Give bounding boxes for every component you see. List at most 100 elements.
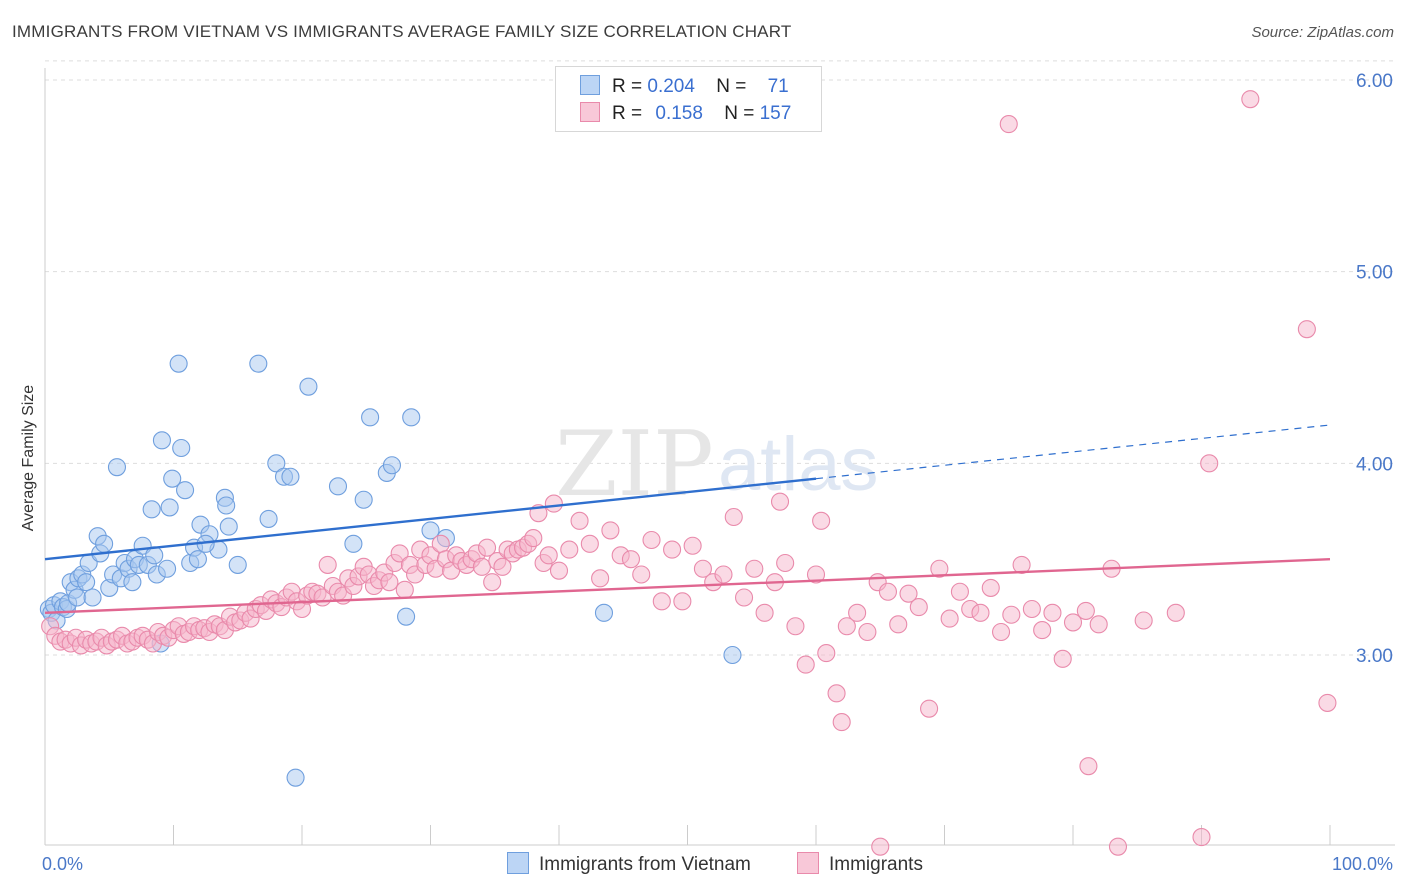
immigrants-point xyxy=(1200,454,1219,473)
vietnam-point xyxy=(107,458,127,477)
series-legend-vietnam: Immigrants from Vietnam xyxy=(507,852,751,876)
legend-row-vietnam: R = 0.204 N = 71 xyxy=(580,75,789,99)
immigrants-point xyxy=(878,582,898,601)
immigrants-point xyxy=(663,540,682,559)
immigrants-point xyxy=(812,511,831,530)
immigrants-point xyxy=(981,578,1000,597)
immigrants-point xyxy=(549,561,569,580)
y-axis-label: Average Family Size xyxy=(20,385,37,532)
vietnam-point xyxy=(328,477,348,496)
source-credit: Source: ZipAtlas.com xyxy=(1251,24,1394,41)
immigrants-point xyxy=(1002,605,1021,624)
immigrants-point xyxy=(601,521,620,540)
immigrants-point xyxy=(570,511,589,530)
vietnam-point xyxy=(172,438,191,458)
immigrants-point xyxy=(832,713,851,732)
immigrants-point xyxy=(940,609,959,628)
immigrants-point xyxy=(472,557,491,576)
vietnam-point xyxy=(267,454,286,473)
immigrants-point xyxy=(796,655,815,674)
stats-legend: R = 0.204 N = 71 R = 0.158 N = 157 xyxy=(555,66,822,132)
legend-row-immigrants: R = 0.158 N = 157 xyxy=(580,102,791,126)
immigrants-point xyxy=(693,559,712,578)
vietnam-point xyxy=(344,534,363,553)
vietnam-point xyxy=(83,588,102,607)
immigrants-point xyxy=(1318,693,1337,712)
immigrants-point xyxy=(632,565,651,584)
immigrants-point xyxy=(776,553,795,573)
vietnam-point xyxy=(421,521,440,540)
vietnam-point xyxy=(354,490,373,509)
vietnam-point xyxy=(723,645,742,665)
immigrants-point xyxy=(817,644,836,663)
immigrants-point xyxy=(745,559,764,578)
watermark: ZIP atlas xyxy=(555,412,879,517)
legend-r-value: 0.158 xyxy=(655,103,703,124)
immigrants-point xyxy=(786,617,805,636)
vietnam-point xyxy=(152,431,171,450)
vietnam-point xyxy=(95,534,114,553)
immigrants-point xyxy=(930,559,949,578)
vietnam-point xyxy=(163,469,182,488)
vietnam-point xyxy=(594,603,614,622)
immigrants-point xyxy=(431,534,450,553)
immigrants-point xyxy=(848,603,867,622)
legend-r-value: 0.204 xyxy=(647,76,695,97)
immigrants-point xyxy=(591,569,610,588)
vietnam-trend-extension xyxy=(815,424,1331,480)
immigrants-point xyxy=(673,592,692,611)
series-legend-label: Immigrants from Vietnam xyxy=(539,854,751,875)
immigrants-point xyxy=(1033,621,1052,640)
immigrants-trend-line xyxy=(44,557,1331,615)
y-tick-label: 6.00 xyxy=(1356,71,1393,92)
legend-swatch-blue xyxy=(580,75,600,95)
immigrants-point xyxy=(827,684,846,703)
immigrants-point xyxy=(539,546,558,565)
immigrants-point xyxy=(1297,320,1316,339)
vietnam-point xyxy=(68,588,87,607)
y-tick-label: 4.00 xyxy=(1356,454,1393,475)
immigrants-point xyxy=(950,582,969,601)
vietnam-point xyxy=(77,573,96,592)
series-legend-immigrants: Immigrants xyxy=(797,852,923,876)
vietnam-point xyxy=(217,496,236,515)
immigrants-point xyxy=(1089,615,1108,634)
immigrants-point xyxy=(524,529,543,548)
vietnam-trend-line xyxy=(44,477,817,561)
immigrants-point xyxy=(560,540,579,559)
immigrants-point xyxy=(909,598,928,617)
immigrants-point xyxy=(889,615,908,634)
vietnam-point xyxy=(158,559,177,578)
immigrants-point xyxy=(920,699,939,718)
immigrants-point xyxy=(580,534,599,553)
immigrants-point xyxy=(390,544,409,563)
series-swatch-pink xyxy=(797,852,819,874)
watermark-atlas: atlas xyxy=(718,422,879,507)
immigrants-point xyxy=(714,565,733,584)
immigrants-point xyxy=(1022,599,1041,619)
immigrants-point xyxy=(1134,611,1153,630)
vietnam-point xyxy=(228,555,247,574)
immigrants-point xyxy=(1012,555,1031,574)
vietnam-point xyxy=(286,768,305,787)
immigrants-point xyxy=(991,622,1011,642)
immigrants-point xyxy=(380,573,399,592)
immigrants-point xyxy=(1063,613,1083,632)
immigrants-point xyxy=(837,617,856,636)
watermark-zip: ZIP xyxy=(555,412,714,517)
vietnam-point xyxy=(219,517,238,536)
vietnam-point xyxy=(402,408,421,427)
chart-title: IMMIGRANTS FROM VIETNAM VS IMMIGRANTS AV… xyxy=(12,22,792,41)
immigrants-point xyxy=(683,536,702,555)
immigrants-point xyxy=(642,530,661,550)
axis-labels: Average Family Size 3.00 4.00 5.00 6.00 0.0%… xyxy=(20,71,1393,874)
immigrants-point xyxy=(899,584,918,603)
immigrants-point xyxy=(1192,828,1211,847)
x-tick-label: 0.0% xyxy=(42,854,83,874)
immigrants-point xyxy=(621,550,641,569)
vietnam-point xyxy=(176,481,195,500)
immigrants-point xyxy=(395,580,414,599)
immigrants-point xyxy=(652,592,671,611)
legend-swatch-pink xyxy=(580,102,600,122)
